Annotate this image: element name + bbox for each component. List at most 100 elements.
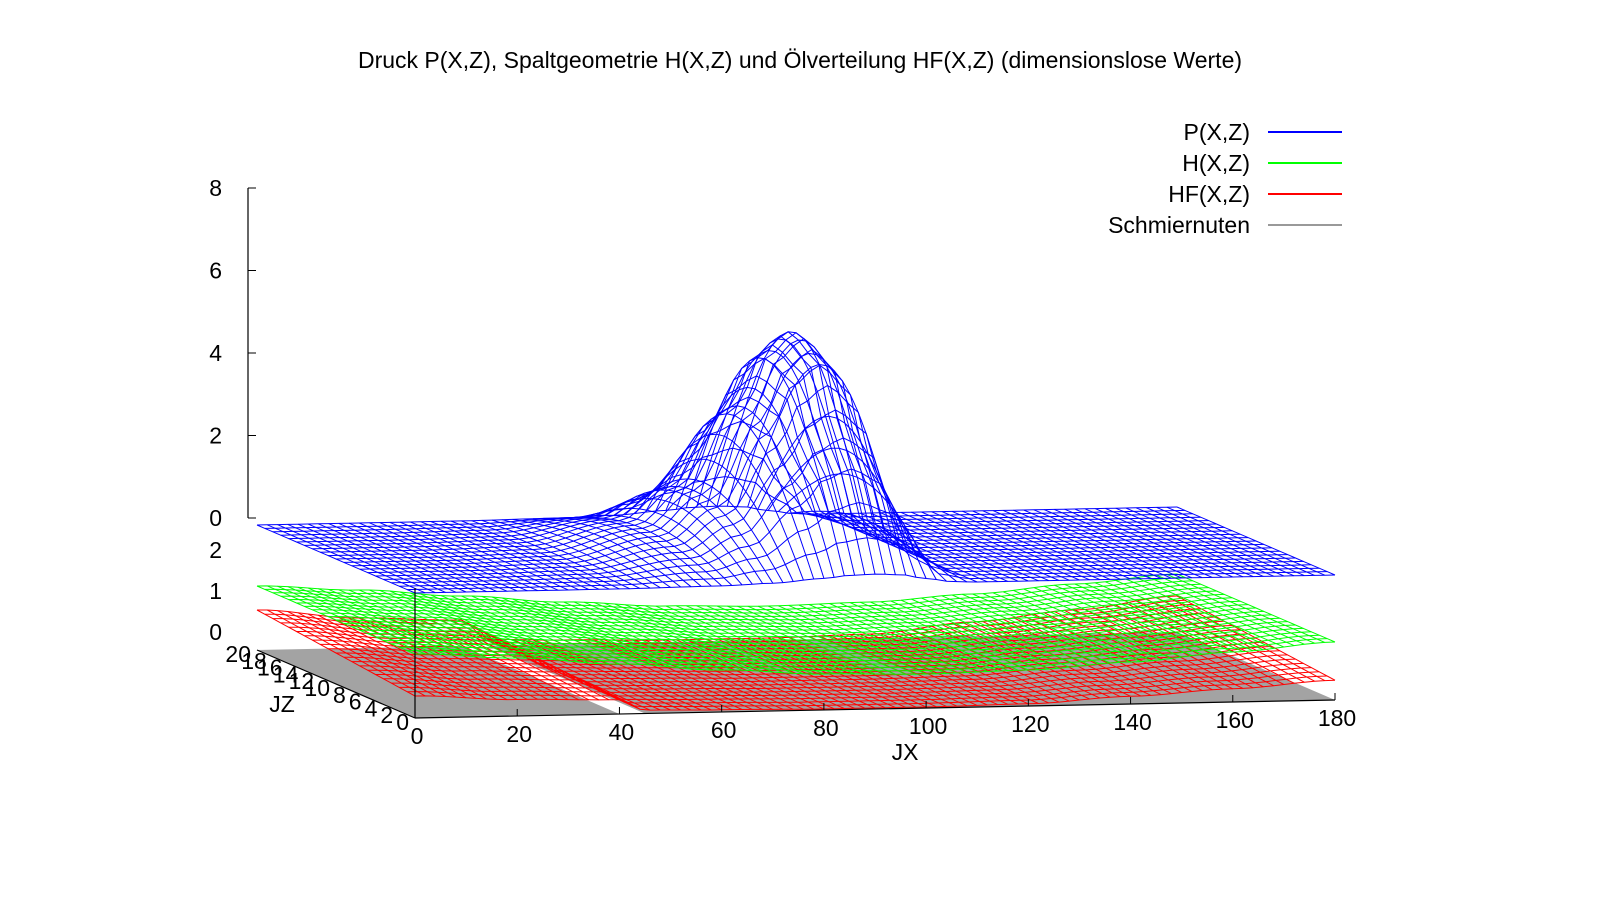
h-surface-col <box>348 589 508 659</box>
p-surface-col <box>747 363 907 576</box>
x-tick-label: 0 <box>411 723 424 749</box>
z-tick-label-gap: 1 <box>209 578 222 604</box>
hf-surface-col <box>338 616 498 700</box>
h-surface-col <box>921 597 1080 667</box>
hf-surface-col <box>256 609 416 697</box>
h-surface-col <box>573 601 733 671</box>
legend-label: H(X,Z) <box>1182 150 1250 176</box>
legend-label: P(X,Z) <box>1184 119 1250 145</box>
axes-group: 0 20 40 60 80 100 120 140 160 1800246810121416182… <box>209 175 1356 765</box>
y-tick-label: 18 <box>241 648 267 674</box>
p-surface-col <box>614 485 774 584</box>
h-surface-col <box>553 601 712 671</box>
x-tick-label: 160 <box>1216 707 1254 733</box>
h-surface-col <box>430 594 589 664</box>
p-surface-col <box>726 339 886 575</box>
h-surface-col <box>1054 584 1213 654</box>
p-surface-col <box>972 510 1131 580</box>
hf-surface-col <box>389 617 549 700</box>
p-surface-col <box>430 521 590 590</box>
h-surface-col <box>256 585 416 655</box>
h-surface-col <box>972 593 1131 663</box>
p-surface-col <box>880 512 1039 582</box>
hf-surface-col <box>778 637 937 708</box>
hf-surface-col <box>645 639 804 710</box>
h-surface-col <box>808 604 968 673</box>
p-surface-col <box>1003 509 1162 579</box>
p-surface-col <box>297 523 457 593</box>
p-surface-col <box>389 521 549 591</box>
p-surface-col <box>696 349 856 576</box>
p-surface-col <box>1054 508 1213 578</box>
h-surface-col <box>1176 573 1336 643</box>
p-surface-col <box>318 523 477 593</box>
p-surface-col <box>777 473 937 580</box>
h-surface-col <box>420 593 579 663</box>
p-surface-col <box>451 520 610 590</box>
p-surface-col <box>829 513 988 583</box>
h-surface-col <box>870 601 1029 671</box>
p-surface-col <box>716 331 876 575</box>
z-tick-label-pressure: 6 <box>209 258 222 284</box>
hf-surface-col <box>767 637 927 708</box>
p-surface-col <box>675 386 835 578</box>
p-surface-col <box>491 519 651 589</box>
h-surface-col <box>839 602 998 672</box>
h-surface-col <box>307 587 467 657</box>
p-surface-col <box>931 511 1090 581</box>
p-surface-col <box>1146 507 1305 577</box>
p-surface-col <box>399 521 559 591</box>
p-surface-col <box>573 514 733 586</box>
h-surface-col <box>788 604 947 674</box>
p-surface-col <box>307 523 467 593</box>
h-surface-col <box>819 603 978 673</box>
h-surface-col <box>512 598 671 668</box>
x-tick-label: 180 <box>1318 705 1356 731</box>
hf-surface-col <box>604 639 763 710</box>
h-surface-col <box>624 604 784 674</box>
h-surface-col <box>543 601 702 671</box>
h-surface-col <box>1013 589 1172 659</box>
y-tick-label: 16 <box>257 655 283 681</box>
p-surface-row <box>256 505 1178 526</box>
p-surface-col <box>461 520 620 590</box>
h-surface-col <box>1023 588 1182 658</box>
p-surface-col <box>563 516 723 587</box>
p-surface-col <box>1166 506 1325 576</box>
h-surface-col <box>1033 587 1193 657</box>
h-surface-col <box>369 589 528 659</box>
x-tick-label: 60 <box>711 717 737 743</box>
h-surface-col <box>1043 585 1203 655</box>
p-surface-col <box>543 517 702 587</box>
p-surface-col <box>328 523 487 593</box>
hf-surface-col <box>277 610 436 697</box>
h-surface-col <box>992 592 1152 662</box>
h-surface-col <box>389 590 549 660</box>
p-surface-col <box>951 510 1111 580</box>
h-surface-col <box>962 593 1121 663</box>
h-surface-col <box>1105 581 1264 651</box>
p-surface-row <box>312 344 1233 550</box>
p-surface-col <box>1176 506 1336 576</box>
p-surface-col <box>982 510 1141 580</box>
p-surface-col <box>604 489 764 584</box>
hf-surface-col <box>910 629 1070 702</box>
p-surface-col <box>267 524 426 594</box>
p-surface-col <box>634 458 794 582</box>
p-surface-col <box>594 497 753 585</box>
h-surface-col <box>798 604 957 674</box>
y-tick-label: 20 <box>225 641 251 667</box>
p-surface-col <box>757 415 917 578</box>
hf-surface-col <box>287 611 446 697</box>
h-surface-col <box>778 605 937 675</box>
h-surface-col <box>1074 583 1233 653</box>
p-surface-col <box>962 510 1121 580</box>
h-surface-col <box>471 595 630 665</box>
p-surface-col <box>890 512 1049 582</box>
p-surface-row <box>288 396 1209 540</box>
y-tick-label: 4 <box>365 695 378 721</box>
p-surface-col <box>532 518 692 588</box>
h-surface-col <box>645 605 804 675</box>
h-surface-col <box>1084 583 1244 653</box>
p-surface-col <box>706 338 866 575</box>
